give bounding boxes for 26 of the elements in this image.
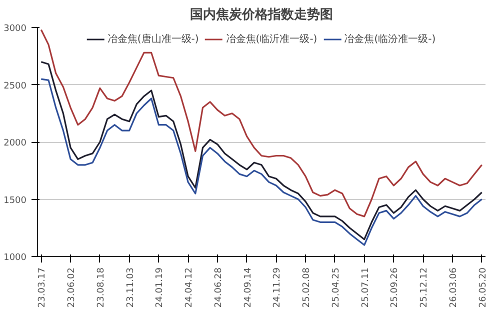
y-tick-label: 2000 — [4, 138, 27, 148]
y-tick-label: 1000 — [4, 253, 27, 263]
line-series — [40, 28, 483, 218]
x-tick-label: 24.01.19 — [155, 267, 166, 308]
y-tick-label: 3000 — [4, 24, 27, 34]
legend-label: 冶金焦(临沂准一级-) — [226, 32, 318, 46]
y-tick-label: 2500 — [4, 81, 27, 92]
x-tick-label: 23.11.03 — [126, 268, 136, 308]
x-tick-label: 24.09.14 — [243, 267, 254, 308]
x-tick-label: 24.11.29 — [272, 267, 283, 308]
x-tick-label: 24.04.12 — [184, 268, 195, 308]
y-tick-label: 1500 — [4, 196, 27, 206]
x-tick-label: 24.06.28 — [214, 267, 224, 308]
x-tick-label: 23.08.18 — [96, 267, 106, 308]
x-tick-label: 23.03.17 — [38, 268, 48, 308]
x-tick-label: 23.06.02 — [67, 268, 78, 308]
x-tick-label: 25.09.26 — [390, 267, 400, 308]
x-tick-label: 25.07.11 — [360, 268, 371, 308]
legend-label: 冶金焦(临汾准一级-) — [344, 32, 436, 46]
x-tick-label: 25.02.08 — [302, 267, 312, 308]
x-tick-label: 26.03.06 — [448, 267, 459, 308]
x-tick-label: 25.12.12 — [420, 268, 430, 308]
chart-title: 国内焦炭价格指数走势图 — [190, 6, 333, 22]
legend-label: 冶金焦(唐山准一级-) — [107, 32, 199, 46]
x-tick-label: 25.04.25 — [331, 268, 342, 308]
x-tick-label: 26.05.20 — [478, 267, 488, 308]
